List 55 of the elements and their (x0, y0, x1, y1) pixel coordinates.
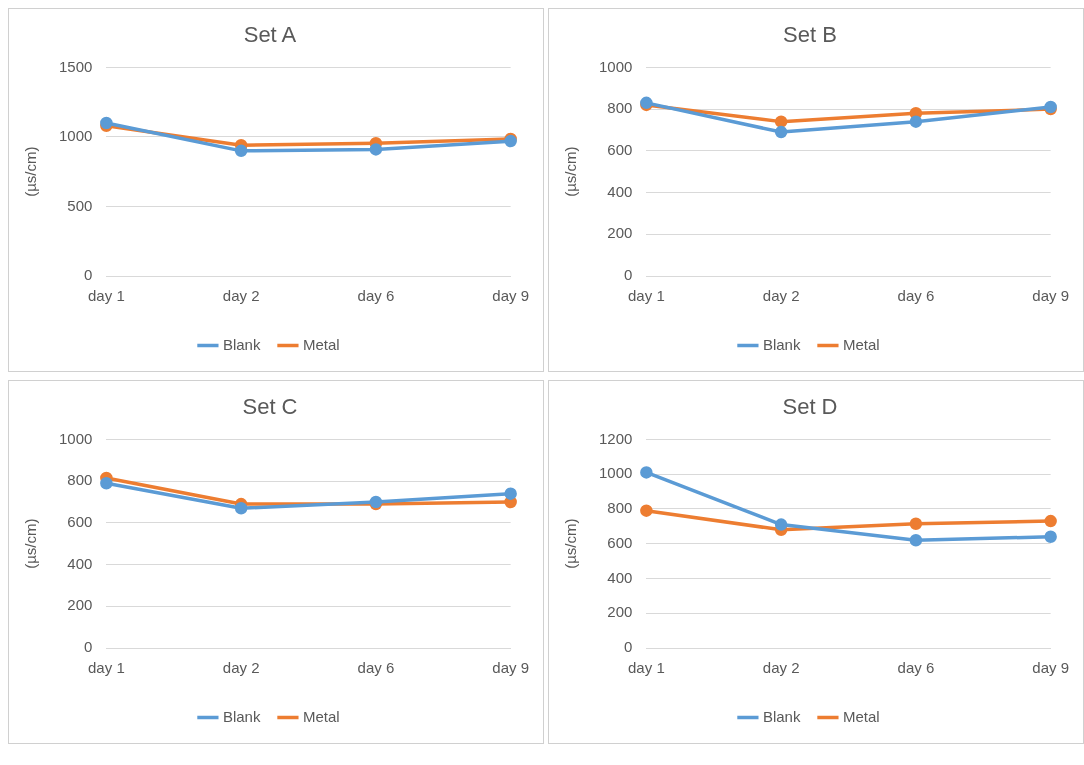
y-tick-label: 600 (67, 512, 93, 530)
y-axis-title: (µs/cm) (562, 518, 580, 569)
y-tick-label: 1500 (58, 57, 93, 75)
y-tick-label: 0 (84, 266, 93, 284)
x-tick-label: day 1 (88, 287, 125, 305)
y-tick-label: 800 (67, 471, 93, 489)
y-axis-title: (µs/cm) (22, 146, 40, 197)
x-tick-label: day 9 (492, 287, 529, 305)
x-tick-label: day 9 (492, 659, 529, 677)
x-tick-label: day 9 (1032, 287, 1069, 305)
chart-title: Set A (243, 22, 297, 48)
y-tick-label: 0 (624, 266, 633, 284)
x-tick-label: day 1 (88, 659, 125, 677)
chart-title: Set D (782, 394, 838, 420)
y-tick-label: 1000 (598, 464, 633, 482)
x-tick-label: day 2 (222, 287, 260, 305)
y-tick-label: 1000 (58, 127, 93, 145)
y-axis-title: (µs/cm) (562, 146, 580, 197)
y-tick-label: 500 (67, 196, 93, 214)
legend-label: Metal (842, 335, 880, 353)
y-tick-label: 1200 (598, 429, 633, 447)
legend-label: Metal (302, 335, 340, 353)
y-tick-label: 0 (84, 638, 93, 656)
legend-label: Blank (762, 707, 801, 725)
y-tick-label: 400 (607, 568, 633, 586)
y-tick-label: 400 (67, 554, 93, 572)
y-tick-label: 1000 (598, 57, 633, 75)
y-tick-label: 1000 (58, 429, 93, 447)
y-tick-label: 0 (624, 638, 633, 656)
y-tick-label: 200 (607, 224, 633, 242)
x-tick-label: day 2 (762, 287, 800, 305)
legend-label: Metal (302, 707, 340, 725)
y-tick-label: 200 (607, 603, 633, 621)
legend-label: Metal (842, 707, 880, 725)
x-tick-label: day 9 (1032, 659, 1069, 677)
chart-title: Set C (242, 394, 298, 420)
x-tick-label: day 1 (628, 287, 665, 305)
y-tick-label: 600 (607, 140, 633, 158)
x-tick-label: day 2 (222, 659, 260, 677)
chart-title: Set B (783, 22, 837, 48)
legend-label: Blank (222, 707, 261, 725)
x-tick-label: day 6 (357, 659, 395, 677)
x-tick-label: day 6 (897, 287, 935, 305)
y-tick-label: 600 (607, 533, 633, 551)
y-tick-label: 200 (67, 596, 93, 614)
legend-label: Blank (762, 335, 801, 353)
y-tick-label: 400 (607, 182, 633, 200)
y-axis-title: (µs/cm) (22, 518, 40, 569)
x-tick-label: day 6 (357, 287, 395, 305)
x-tick-label: day 6 (897, 659, 935, 677)
x-tick-label: day 1 (628, 659, 665, 677)
x-tick-label: day 2 (762, 659, 800, 677)
y-tick-label: 800 (607, 499, 633, 517)
legend-label: Blank (222, 335, 261, 353)
y-tick-label: 800 (607, 99, 633, 117)
